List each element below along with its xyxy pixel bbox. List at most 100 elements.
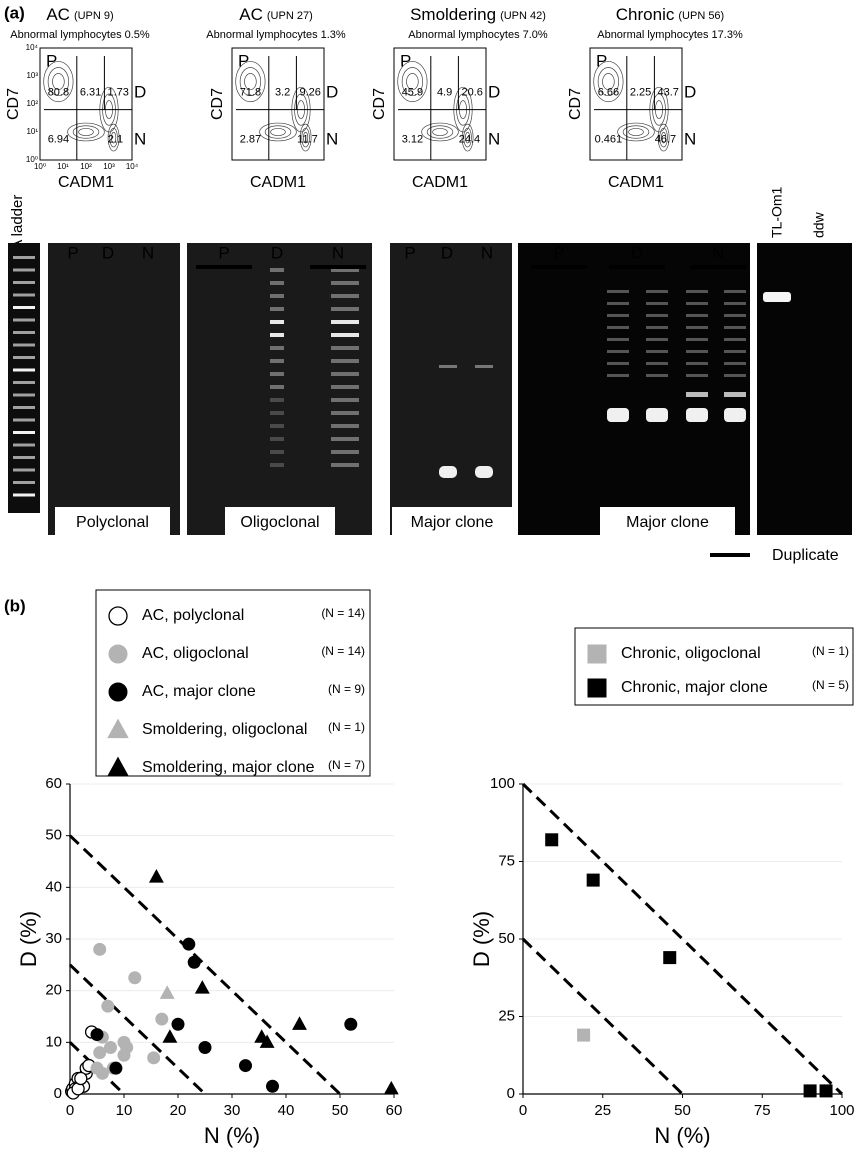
gel-band bbox=[607, 290, 629, 293]
ladder-band bbox=[13, 293, 35, 297]
gel-band bbox=[607, 338, 629, 341]
contour bbox=[107, 123, 120, 152]
contour bbox=[622, 125, 650, 139]
gel-band bbox=[331, 463, 345, 467]
flow-title-name: Chronic bbox=[616, 5, 675, 24]
gel bbox=[390, 243, 512, 535]
lane-label: P bbox=[218, 243, 229, 262]
y-tick-label: 60 bbox=[45, 775, 62, 792]
x-tick-label: 30 bbox=[224, 1102, 241, 1119]
gel-band bbox=[607, 314, 629, 317]
contour bbox=[270, 128, 286, 136]
gel-band bbox=[270, 268, 284, 272]
contour bbox=[244, 73, 257, 91]
ladder-band bbox=[13, 481, 35, 484]
gate-label: D bbox=[684, 82, 696, 101]
gate-label: P bbox=[400, 51, 411, 70]
flow-plot-frame bbox=[231, 47, 325, 161]
gate-percent: 2.87 bbox=[240, 134, 261, 146]
x-tick-label: 0 bbox=[66, 1102, 74, 1119]
y-axis-title: D (%) bbox=[16, 911, 41, 967]
y-tick-label: 100 bbox=[490, 775, 515, 792]
ladder-band bbox=[13, 406, 35, 409]
duplicate-bar bbox=[196, 265, 252, 269]
lane-label: P bbox=[553, 243, 564, 262]
gel-band bbox=[331, 307, 345, 311]
contour bbox=[657, 123, 670, 152]
gel-band bbox=[607, 302, 629, 305]
gel-band bbox=[686, 408, 708, 422]
point bbox=[259, 1034, 275, 1048]
duplicate-bar bbox=[690, 265, 746, 269]
y-tick-label: 50 bbox=[498, 930, 515, 947]
ladder-band bbox=[13, 368, 35, 372]
caption-box bbox=[55, 507, 170, 537]
contour bbox=[597, 67, 620, 97]
gel-band bbox=[607, 374, 629, 377]
flow-y-axis: CD7 bbox=[567, 88, 584, 120]
point bbox=[90, 1061, 104, 1075]
panel-label: (a) bbox=[4, 3, 25, 22]
gate-percent: 9.26 bbox=[299, 87, 320, 99]
gel-band bbox=[724, 408, 746, 422]
lane-label: P bbox=[67, 243, 78, 262]
gel-band bbox=[646, 290, 668, 293]
lane-label: ddw bbox=[811, 211, 827, 238]
gate-label: D bbox=[488, 82, 500, 101]
legend-marker bbox=[587, 678, 607, 698]
gel-band bbox=[724, 392, 746, 397]
point bbox=[171, 1017, 185, 1031]
gel-band bbox=[724, 338, 746, 341]
gel-band bbox=[646, 408, 668, 422]
gel-band bbox=[607, 362, 629, 365]
x-tick-label: 60 bbox=[386, 1102, 403, 1119]
point bbox=[104, 1041, 117, 1054]
gel-band bbox=[686, 374, 708, 377]
gate-percent: 71.8 bbox=[240, 87, 261, 99]
legend-frame bbox=[95, 589, 371, 777]
gel bbox=[518, 243, 750, 535]
gel-band bbox=[345, 346, 359, 350]
y-axis-title: D (%) bbox=[469, 911, 494, 967]
gel-band bbox=[331, 450, 345, 454]
legend-count: (N = 14) bbox=[321, 606, 365, 620]
flow-abnormal: Abnormal lymphocytes 1.3% bbox=[206, 29, 346, 41]
contour bbox=[259, 122, 297, 142]
gel-band bbox=[686, 290, 708, 293]
gel-caption: Major clone bbox=[626, 514, 709, 531]
gel-ladder bbox=[8, 243, 40, 513]
flow-x-axis: CADM1 bbox=[608, 174, 664, 191]
ladder-band bbox=[13, 418, 35, 422]
lane-label: N bbox=[712, 243, 724, 262]
gel-band bbox=[270, 307, 284, 311]
lane-label: TL-Om1 bbox=[769, 186, 785, 238]
gel-band bbox=[270, 320, 284, 324]
gel-band bbox=[270, 333, 284, 337]
gel-band bbox=[331, 437, 345, 441]
contour bbox=[67, 122, 105, 142]
contour bbox=[421, 122, 459, 142]
gate-label: P bbox=[596, 51, 607, 70]
legend-label: Smoldering, oligoclonal bbox=[142, 721, 307, 738]
point bbox=[159, 985, 175, 999]
legend-marker bbox=[587, 644, 607, 664]
reference-line bbox=[68, 963, 207, 1096]
gate-percent: 3.12 bbox=[402, 134, 423, 146]
gel-band bbox=[331, 320, 345, 324]
panel-label: (b) bbox=[4, 596, 26, 615]
lane-label: D bbox=[271, 243, 283, 262]
flow-title: AC (UPN 9) bbox=[46, 5, 113, 24]
gate-percent: 11.7 bbox=[297, 134, 318, 146]
gel-band bbox=[270, 385, 284, 389]
gel-band bbox=[270, 450, 284, 454]
point bbox=[198, 1041, 212, 1054]
gate-percent: 43.7 bbox=[657, 87, 678, 99]
contour bbox=[303, 131, 309, 144]
flow-y-tick: 10³ bbox=[26, 71, 38, 80]
point bbox=[344, 1017, 358, 1031]
ladder-band bbox=[13, 256, 35, 259]
gel-band bbox=[345, 359, 359, 363]
lane-label: D bbox=[631, 243, 643, 262]
ladder-band bbox=[13, 381, 35, 384]
ladder-band bbox=[13, 456, 35, 459]
